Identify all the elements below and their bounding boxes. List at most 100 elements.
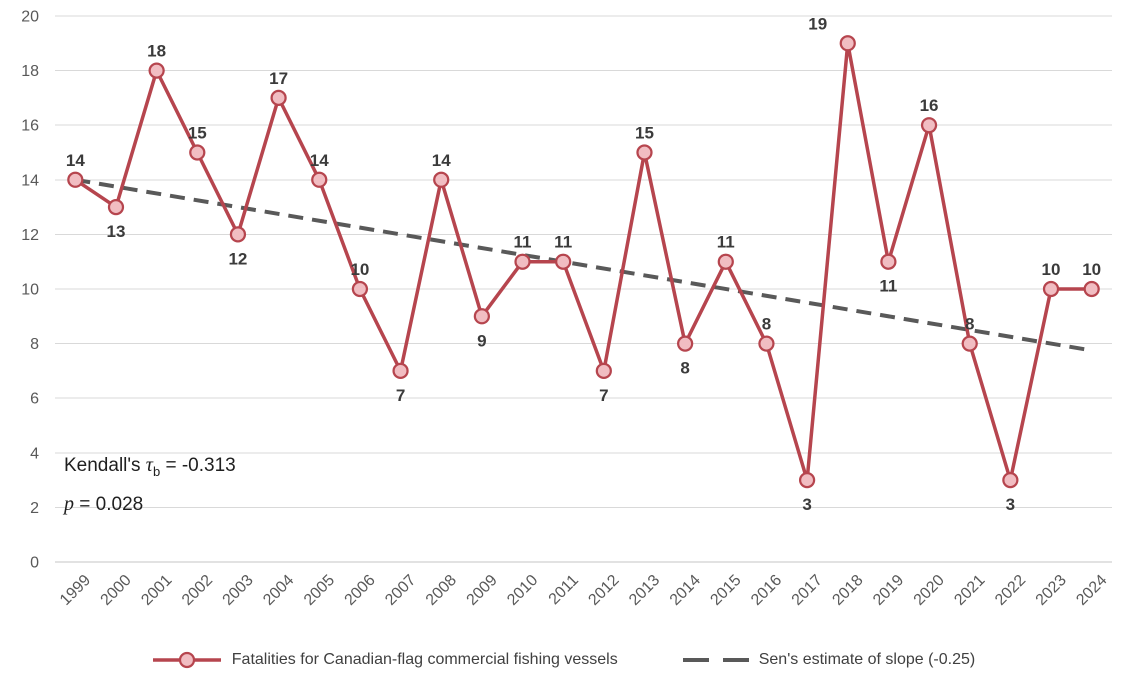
- data-point-marker: [1002, 471, 1019, 489]
- data-label: 15: [635, 124, 654, 143]
- x-tick-label: 2017: [789, 572, 826, 609]
- data-point-marker: [717, 253, 734, 270]
- series-line: [74, 41, 1092, 482]
- data-label: 11: [717, 233, 735, 252]
- x-tick-label: 2006: [342, 572, 379, 609]
- data-point-marker: [433, 171, 450, 188]
- data-label: 8: [965, 315, 974, 334]
- data-point-marker: [189, 144, 206, 161]
- x-tick-label: 2012: [585, 572, 622, 609]
- data-label: 11: [554, 233, 572, 252]
- y-tick-label: 2: [30, 500, 39, 517]
- tau-symbol: τ: [145, 454, 153, 476]
- data-point-marker: [798, 471, 816, 489]
- data-point-marker: [392, 362, 409, 380]
- kendall-value: = -0.313: [160, 455, 236, 476]
- data-point-marker: [677, 335, 694, 352]
- data-label: 10: [1042, 260, 1061, 279]
- x-tick-label: 2020: [911, 572, 948, 609]
- data-point-marker: [1042, 280, 1060, 298]
- data-label: 11: [514, 233, 532, 252]
- tau-subscript: b: [152, 463, 161, 479]
- legend-label-fatalities: Fatalities for Canadian-flag commercial …: [231, 651, 618, 668]
- x-tick-label: 2002: [179, 572, 216, 609]
- data-label: 17: [269, 69, 288, 88]
- dashed-line-icon: [682, 658, 749, 662]
- x-tick-label: 2016: [748, 572, 785, 609]
- x-tick-label: 2015: [707, 572, 744, 609]
- data-point-marker: [148, 62, 165, 79]
- y-tick-label: 0: [30, 555, 39, 572]
- data-label: 3: [1006, 495, 1015, 514]
- data-point-marker: [514, 253, 531, 270]
- series-line-marker-icon: [152, 651, 221, 669]
- data-label: 14: [310, 151, 329, 170]
- y-tick-label: 6: [30, 391, 39, 408]
- x-tick-label: 2021: [951, 572, 988, 609]
- kendall-tau-line: Kendall's τb = -0.313: [64, 449, 236, 488]
- data-point-marker: [839, 35, 856, 52]
- chart-legend: Fatalities for Canadian-flag commercial …: [0, 651, 1126, 669]
- x-tick-label: 2019: [870, 572, 907, 609]
- x-tick-label: 2013: [626, 572, 663, 609]
- data-point-marker: [636, 144, 653, 161]
- data-label: 18: [147, 42, 166, 61]
- data-point-marker: [880, 253, 897, 270]
- data-point-marker: [1083, 280, 1100, 298]
- x-tick-label: 2010: [504, 572, 541, 609]
- data-label: 12: [228, 249, 247, 268]
- y-tick-label: 4: [30, 445, 39, 462]
- data-point-marker: [107, 198, 125, 216]
- legend-item-sen-slope: Sen's estimate of slope (-0.25): [682, 651, 976, 669]
- data-point-marker: [595, 362, 612, 380]
- x-tick-label: 1999: [57, 572, 94, 609]
- legend-item-fatalities: Fatalities for Canadian-flag commercial …: [151, 651, 618, 669]
- y-tick-label: 14: [21, 172, 39, 189]
- x-tick-label: 2005: [301, 572, 338, 609]
- data-point-marker: [351, 280, 369, 298]
- data-label: 11: [879, 277, 897, 296]
- data-point-marker: [67, 171, 84, 188]
- data-label: 7: [396, 386, 405, 405]
- data-label: 19: [808, 14, 827, 33]
- data-point-marker: [920, 117, 938, 134]
- x-tick-label: 2022: [992, 572, 1029, 609]
- data-point-marker: [473, 308, 490, 325]
- data-point-marker: [270, 89, 287, 107]
- data-label: 3: [802, 495, 811, 514]
- data-label: 15: [188, 124, 207, 143]
- legend-label-sen-slope: Sen's estimate of slope (-0.25): [758, 651, 976, 668]
- p-value-line: p = 0.028: [64, 488, 236, 521]
- x-tick-label: 2004: [260, 572, 297, 609]
- data-label: 16: [920, 96, 939, 115]
- p-value: = 0.028: [74, 493, 144, 515]
- y-tick-label: 8: [30, 336, 39, 353]
- y-tick-label: 18: [21, 63, 39, 80]
- x-tick-label: 2009: [464, 572, 501, 609]
- x-tick-label: 2000: [98, 572, 135, 609]
- x-tick-label: 2011: [546, 572, 582, 608]
- data-label: 10: [1082, 260, 1101, 279]
- x-tick-label: 2007: [382, 572, 419, 609]
- y-tick-label: 10: [21, 282, 39, 299]
- data-point-marker: [229, 226, 247, 243]
- data-label: 10: [350, 260, 369, 279]
- x-tick-label: 2024: [1073, 572, 1110, 609]
- kendall-prefix: Kendall's: [64, 455, 146, 476]
- y-tick-label: 12: [21, 227, 39, 244]
- data-point-marker: [758, 335, 775, 352]
- x-tick-label: 2023: [1033, 572, 1070, 609]
- data-label: 14: [432, 151, 451, 170]
- x-tick-label: 2003: [220, 572, 257, 609]
- y-tick-label: 16: [21, 118, 39, 135]
- y-tick-label: 20: [21, 9, 39, 26]
- x-tick-label: 2018: [829, 572, 866, 609]
- data-label: 7: [599, 386, 608, 405]
- data-label: 9: [477, 331, 486, 350]
- data-point-marker: [311, 171, 328, 188]
- data-label: 13: [107, 222, 126, 241]
- p-symbol: p: [64, 492, 74, 515]
- x-tick-label: 2001: [138, 572, 175, 609]
